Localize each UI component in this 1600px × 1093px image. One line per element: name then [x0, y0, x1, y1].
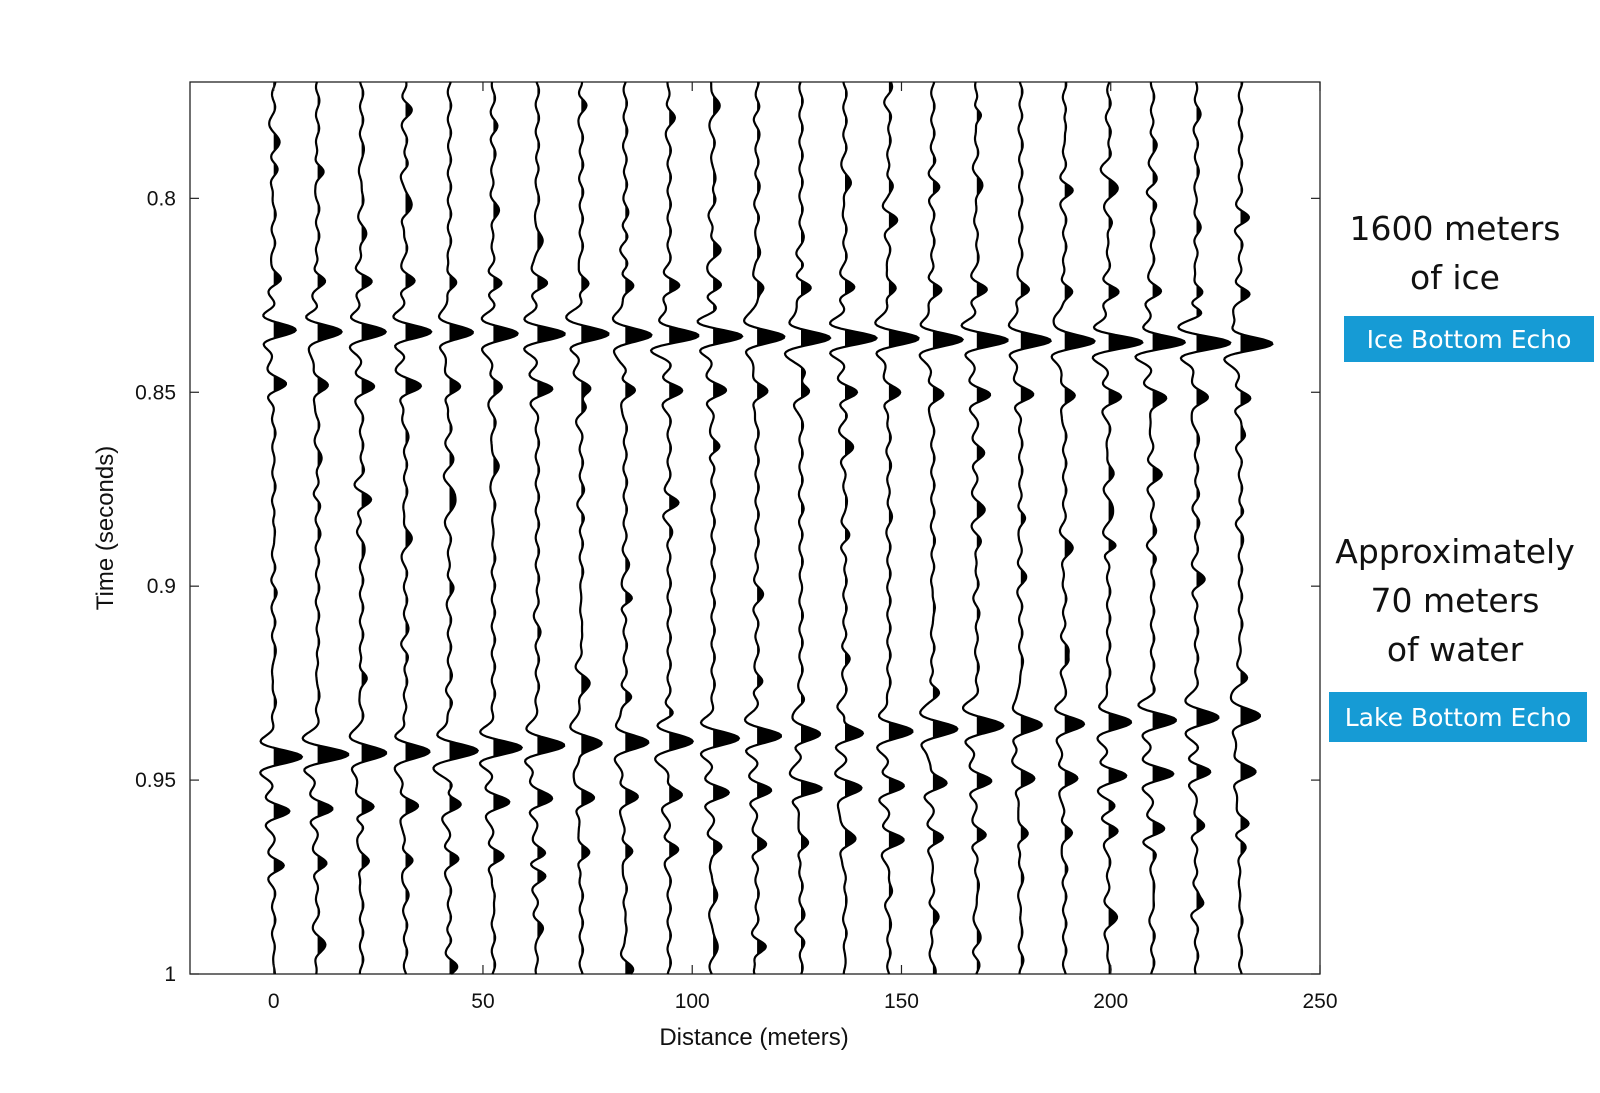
trace-wiggle: [1007, 81, 1052, 975]
trace-19: [1091, 81, 1144, 975]
lake-bottom-echo-badge: Lake Bottom Echo: [1329, 692, 1587, 742]
trace-fill: [449, 82, 478, 974]
trace-fill: [361, 82, 386, 974]
trace-wiggle: [259, 81, 304, 975]
trace-20: [1134, 81, 1187, 975]
trace-wiggle: [1091, 81, 1144, 975]
trace-15: [918, 81, 965, 975]
x-tick-label: 200: [1093, 990, 1128, 1013]
trace-11: [742, 81, 786, 975]
trace-fill: [273, 82, 302, 974]
trace-4: [432, 81, 480, 975]
trace-17: [1007, 81, 1052, 975]
trace-wiggle: [1223, 81, 1274, 975]
trace-0: [259, 81, 304, 975]
y-tick-label: 0.95: [135, 769, 176, 792]
water-depth-annotation: Approximately 70 meters of water: [1335, 532, 1575, 669]
trace-3: [392, 81, 433, 975]
x-tick-label: 0: [268, 990, 280, 1013]
x-tick-label: 150: [884, 990, 919, 1013]
trace-wiggle: [565, 81, 610, 975]
trace-wiggle: [960, 81, 1009, 975]
trace-14: [874, 81, 920, 975]
trace-wiggle: [1177, 81, 1232, 975]
trace-wiggle: [301, 81, 350, 975]
x-tick-label: 100: [675, 990, 710, 1013]
trace-wiggle: [874, 81, 920, 975]
trace-wiggle: [523, 81, 566, 975]
y-tick-label: 0.85: [135, 381, 176, 404]
trace-wiggle: [1050, 81, 1096, 975]
trace-2: [348, 81, 388, 974]
trace-7: [565, 81, 610, 975]
x-tick-label: 250: [1302, 990, 1337, 1013]
trace-18: [1050, 81, 1096, 975]
y-tick-label: 1: [164, 963, 176, 986]
y-tick-label: 0.8: [147, 187, 176, 210]
trace-9: [649, 82, 700, 975]
ice-thickness-annotation: 1600 meters of ice: [1349, 209, 1561, 297]
trace-wiggle: [696, 81, 744, 975]
trace-fill: [537, 82, 565, 974]
trace-10: [696, 81, 744, 975]
x-axis-label: Distance (meters): [659, 1024, 848, 1051]
y-tick-label: 0.9: [147, 575, 176, 598]
trace-5: [478, 81, 524, 975]
trace-wiggle: [828, 81, 878, 975]
trace-wiggle: [348, 81, 388, 974]
x-tick-label: 50: [471, 990, 494, 1013]
trace-22: [1223, 81, 1274, 975]
trace-wiggle: [918, 81, 965, 975]
trace-wiggle: [649, 82, 700, 975]
trace-wiggle: [432, 81, 480, 975]
trace-wiggle: [478, 81, 524, 975]
trace-8: [611, 81, 653, 975]
ice-bottom-echo-badge: Ice Bottom Echo: [1344, 316, 1594, 362]
trace-wiggle: [611, 81, 653, 975]
trace-13: [828, 81, 878, 975]
trace-fill: [405, 82, 432, 974]
trace-wiggle: [742, 81, 786, 975]
trace-21: [1177, 81, 1232, 975]
trace-group: [259, 81, 1274, 975]
trace-1: [301, 81, 350, 975]
trace-wiggle: [392, 81, 433, 975]
trace-16: [960, 81, 1009, 975]
trace-6: [523, 81, 566, 975]
trace-wiggle: [1134, 81, 1187, 975]
trace-12: [783, 81, 832, 975]
trace-wiggle: [783, 81, 832, 975]
tick-group: 0 50 100 150 200 250 0.8 0.85 0.9 0.95 1: [135, 82, 1338, 1013]
y-axis-label: Time (seconds): [92, 446, 119, 610]
